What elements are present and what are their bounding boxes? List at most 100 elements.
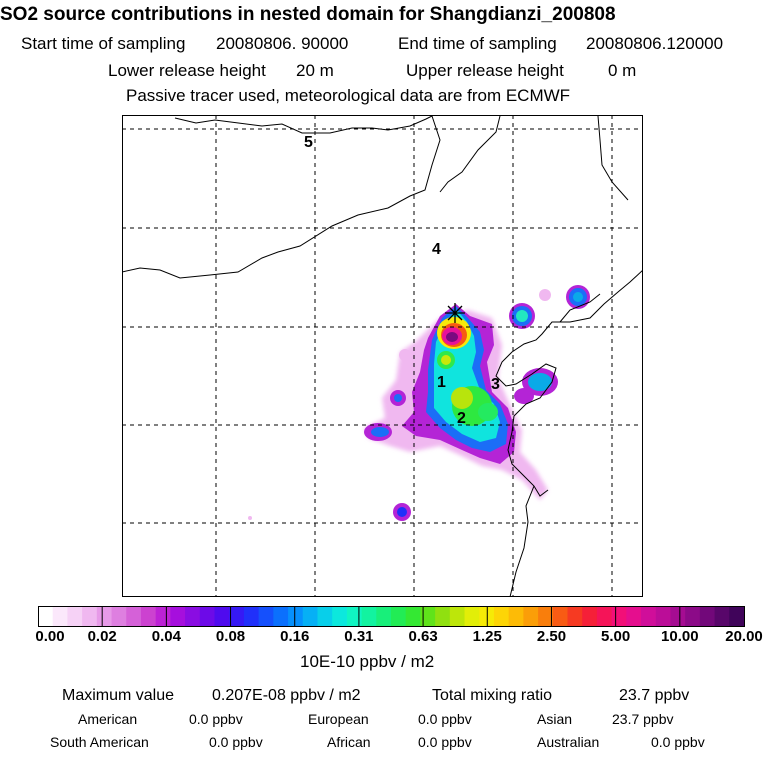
colorbar-swatch: [670, 606, 686, 626]
european-value: 0.0 ppbv: [418, 711, 472, 727]
asian-label: Asian: [537, 711, 573, 727]
lower-height-label: Lower release height: [108, 61, 266, 80]
south-american-label: South American: [50, 734, 149, 750]
colorbar-swatch: [391, 606, 407, 626]
colorbar-swatch: [111, 606, 127, 626]
region-label-3: 3: [491, 376, 500, 393]
upper-height-value: 0 m: [608, 61, 637, 80]
colorbar-swatch: [567, 606, 583, 626]
colorbar-unit: 10E-10 ppbv / m2: [300, 652, 435, 671]
colorbar-swatch: [641, 606, 657, 626]
african-value: 0.0 ppbv: [418, 734, 472, 750]
colorbar-swatch: [449, 606, 466, 626]
colorbar-swatch: [170, 606, 186, 626]
colorbar-label: 0.63: [408, 628, 438, 645]
colorbar-swatch: [376, 606, 392, 626]
colorbar-swatch: [552, 606, 569, 626]
region-label-5: 5: [304, 134, 313, 151]
colorbar-label: 5.00: [601, 628, 631, 645]
colorbar-swatch: [582, 606, 598, 626]
colorbar-label: 0.31: [344, 628, 374, 645]
colorbar-swatch: [317, 606, 333, 626]
australian-value: 0.0 ppbv: [651, 734, 705, 750]
colorbar-swatch: [508, 606, 524, 626]
region-label-1: 1: [437, 374, 446, 391]
colorbar-swatch: [596, 606, 613, 626]
colorbar-swatch: [699, 606, 716, 626]
colorbar-swatch: [185, 606, 201, 626]
upper-height-label: Upper release height: [406, 61, 564, 80]
colorbar-swatch: [199, 606, 216, 626]
colorbar-label: 0.02: [87, 628, 117, 645]
map-frame: [122, 115, 643, 597]
colorbar-swatch: [346, 606, 363, 626]
colorbar-frame: [38, 606, 745, 627]
total-mixing-value: 23.7 ppbv: [619, 687, 690, 704]
colorbar-swatch: [714, 606, 730, 626]
australian-label: Australian: [537, 734, 600, 750]
coastlines: [122, 115, 643, 597]
x-star-icon: [445, 303, 465, 323]
colorbar-swatch: [523, 606, 539, 626]
colorbar-swatch: [405, 606, 422, 626]
colorbar-swatch: [464, 606, 480, 626]
african-label: African: [327, 734, 371, 750]
colorbar-swatch: [229, 606, 245, 626]
colorbar-swatch: [67, 606, 83, 626]
colorbar-swatch: [655, 606, 672, 626]
colorbar-swatch: [611, 606, 627, 626]
colorbar-swatch: [729, 606, 745, 626]
american-value: 0.0 ppbv: [189, 711, 243, 727]
colorbar-label: 0.08: [215, 628, 246, 645]
colorbar-label: 0.00: [35, 628, 65, 645]
colorbar-swatch: [273, 606, 289, 626]
max-value-label: Maximum value: [62, 687, 175, 704]
european-label: European: [308, 711, 369, 727]
colorbar-label: 2.50: [536, 628, 567, 645]
plot-title: SO2 source contributions in nested domai…: [0, 4, 616, 25]
colorbar-swatch: [685, 606, 701, 626]
colorbar-swatch: [420, 606, 436, 626]
colorbar-swatch: [332, 606, 348, 626]
colorbar-swatch: [493, 606, 510, 626]
region-label-4: 4: [432, 241, 441, 258]
colorbar-swatch: [626, 606, 642, 626]
colorbar-swatch: [140, 606, 157, 626]
colorbar-swatch: [38, 606, 54, 626]
tracer-note: Passive tracer used, meteorological data…: [126, 86, 571, 105]
colorbar-label: 0.04: [151, 628, 181, 645]
colorbar-label: 0.16: [280, 628, 310, 645]
south-american-value: 0.0 ppbv: [209, 734, 263, 750]
max-value: 0.207E-08 ppbv / m2: [212, 687, 361, 704]
colorbar-swatch: [52, 606, 69, 626]
map-panel: 1 2 3 4 5: [122, 115, 643, 597]
colorbar-swatch: [538, 606, 554, 626]
colorbar-swatch: [258, 606, 274, 626]
concentration-plume: [248, 285, 590, 521]
lower-height-value: 20 m: [296, 61, 334, 80]
asian-value: 23.7 ppbv: [612, 711, 674, 727]
colorbar-label: 1.25: [472, 628, 502, 645]
colorbar-swatch: [82, 606, 98, 626]
start-time-value: 20080806. 90000: [216, 34, 349, 53]
colorbar-swatch: [288, 606, 304, 626]
colorbar-swatch: [155, 606, 171, 626]
grid-lines: [122, 115, 643, 597]
colorbar-ticks: [101, 606, 681, 626]
colorbar-swatch: [214, 606, 230, 626]
region-label-2: 2: [457, 410, 466, 427]
colorbar-swatch: [361, 606, 377, 626]
colorbar-swatch: [435, 606, 451, 626]
total-mixing-label: Total mixing ratio: [432, 687, 553, 704]
colorbar-swatch: [243, 606, 260, 626]
end-time-label: End time of sampling: [398, 34, 557, 53]
start-time-label: Start time of sampling: [21, 34, 186, 53]
colorbar-swatch: [96, 606, 113, 626]
colorbar-label: 20.00: [725, 628, 763, 645]
end-time-value: 20080806.120000: [586, 34, 724, 53]
colorbar-swatch: [126, 606, 142, 626]
colorbar: [38, 606, 745, 626]
colorbar-swatch: [302, 606, 319, 626]
american-label: American: [78, 711, 138, 727]
